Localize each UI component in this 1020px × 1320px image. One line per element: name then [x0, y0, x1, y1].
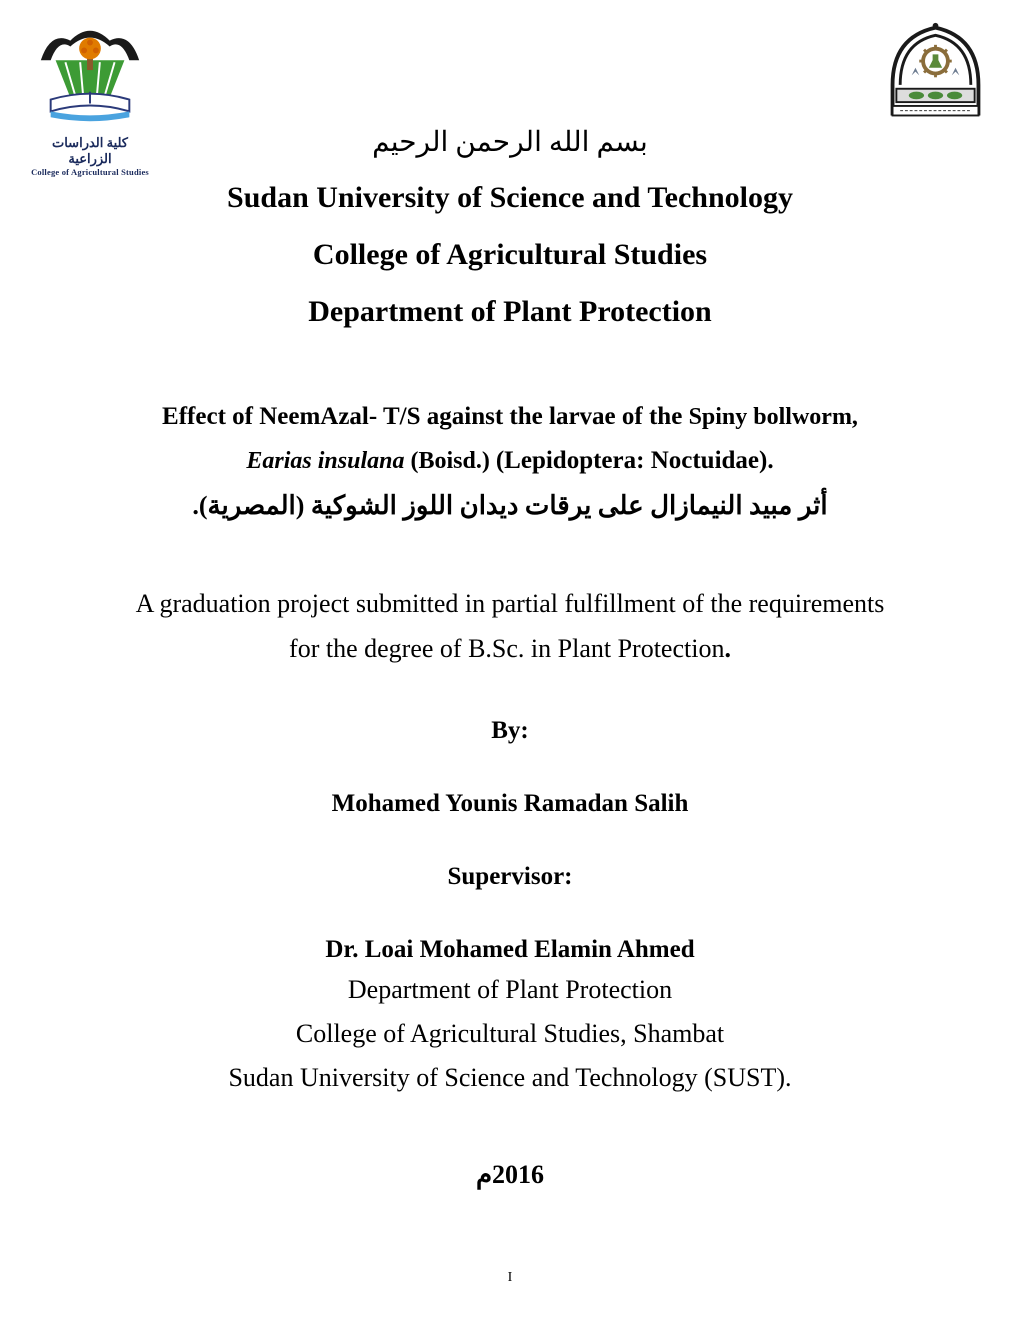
- college-logo-svg: [31, 20, 149, 130]
- university-name: Sudan University of Science and Technolo…: [70, 169, 950, 226]
- affiliation-line3: Sudan University of Science and Technolo…: [70, 1056, 950, 1100]
- college-logo-caption-en: College of Agricultural Studies: [30, 167, 150, 177]
- thesis-title-en: Effect of NeemAzal- T/S against the larv…: [70, 395, 950, 483]
- year: 2016م: [70, 1160, 950, 1190]
- university-logo: [880, 18, 990, 133]
- college-name: College of Agricultural Studies: [70, 226, 950, 283]
- college-logo-caption-ar: كلية الدراسات الزراعية: [30, 135, 150, 167]
- title-part1: Effect of NeemAzal- T/S against the larv…: [162, 403, 689, 430]
- description-period: .: [724, 634, 731, 663]
- department-name: Department of Plant Protection: [70, 283, 950, 340]
- supervisor-affiliation: Department of Plant Protection College o…: [70, 968, 950, 1101]
- title-part4: (Lepidoptera: Noctuidae).: [496, 447, 774, 474]
- description-line2: for the degree of B.Sc. in Plant Protect…: [289, 634, 724, 663]
- author-name: Mohamed Younis Ramadan Salih: [70, 790, 950, 818]
- submission-description: A graduation project submitted in partia…: [70, 581, 950, 672]
- supervisor-name: Dr. Loai Mohamed Elamin Ahmed: [70, 936, 950, 964]
- title-page: كلية الدراسات الزراعية College of Agricu…: [0, 0, 1020, 1320]
- supervisor-label: Supervisor:: [70, 863, 950, 891]
- affiliation-line1: Department of Plant Protection: [70, 968, 950, 1012]
- university-logo-svg: [883, 18, 988, 128]
- college-logo: كلية الدراسات الزراعية College of Agricu…: [30, 20, 150, 177]
- affiliation-line2: College of Agricultural Studies, Shambat: [70, 1012, 950, 1056]
- thesis-title-ar: أثر مبيد النيمازال على يرقات ديدان اللوز…: [70, 491, 950, 521]
- page-number: I: [0, 1270, 1020, 1286]
- by-label: By:: [70, 717, 950, 745]
- title-part2: Spiny bollworm,: [689, 404, 858, 430]
- bismillah: بسم الله الرحمن الرحيم: [70, 125, 950, 159]
- title-part3: (Boisd.): [404, 448, 495, 474]
- title-species: Earias insulana: [246, 448, 404, 474]
- heading-block: Sudan University of Science and Technolo…: [70, 169, 950, 340]
- description-line1: A graduation project submitted in partia…: [136, 589, 885, 618]
